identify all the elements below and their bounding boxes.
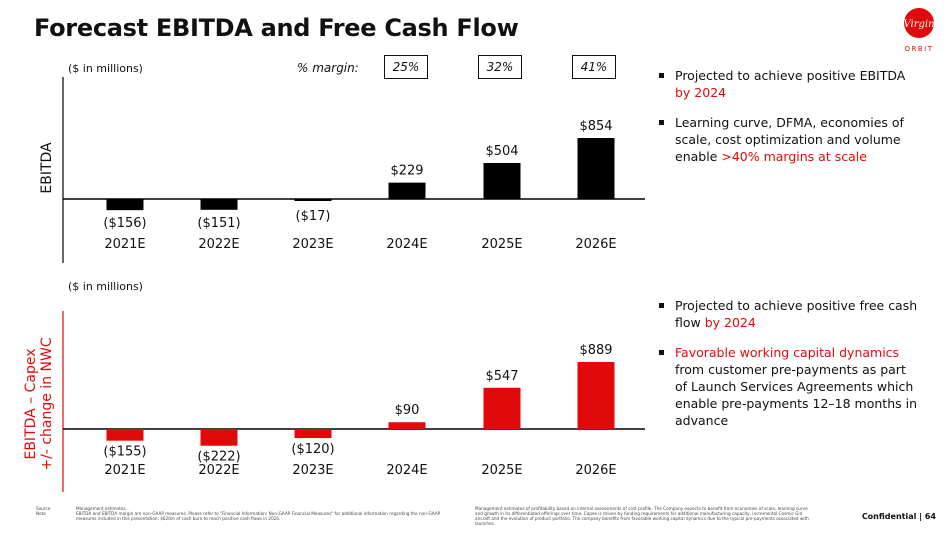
svg-text:ORBIT: ORBIT xyxy=(904,45,933,53)
chart1-bar-2025E xyxy=(483,387,521,429)
footer-notes: Management estimates. EBITDA and EBITDA … xyxy=(76,506,441,521)
chart1-value-label-2024E: $90 xyxy=(395,403,420,418)
margin-box-2024: 25% xyxy=(384,55,428,79)
chart0-value-label-2024E: $229 xyxy=(390,164,423,179)
chart1-bar-2026E xyxy=(577,362,615,429)
chart1-value-label-2022E: ($222) xyxy=(197,450,240,465)
bullet-top-0: Projected to achieve positive EBITDA by … xyxy=(657,67,919,101)
margin-box-2026: 41% xyxy=(572,55,616,79)
bullet-bottom-1: Favorable working capital dynamics from … xyxy=(657,344,919,429)
chart0-value-label-2022E: ($151) xyxy=(197,216,240,231)
bullets-top: Projected to achieve positive EBITDA by … xyxy=(657,67,919,178)
bullet-bottom-0: Projected to achieve positive free cash … xyxy=(657,297,919,331)
chart0-ylabel: EBITDA xyxy=(39,142,55,194)
chart0-category-label-2024E: 2024E xyxy=(386,237,427,252)
chart1-category-label-2023E: 2023E xyxy=(292,463,333,478)
chart0-value-label-2025E: $504 xyxy=(485,144,518,159)
page-title: Forecast EBITDA and Free Cash Flow xyxy=(34,14,519,42)
chart0-category-label-2021E: 2021E xyxy=(104,237,145,252)
chart0-category-label-2023E: 2023E xyxy=(292,237,333,252)
chart1-bar-2023E xyxy=(294,429,332,439)
confidential-label: Confidential | 64 xyxy=(861,512,936,521)
chart0-bar-2025E xyxy=(483,163,521,199)
virgin-orbit-logo: Virgin ORBIT xyxy=(903,8,935,53)
chart1-category-label-2026E: 2026E xyxy=(575,463,616,478)
chart1-value-label-2026E: $889 xyxy=(579,343,612,358)
chart1-bar-2022E xyxy=(200,429,238,446)
chart1-category-label-2025E: 2025E xyxy=(481,463,522,478)
chart0-bar-2022E xyxy=(200,199,238,210)
chart0-bar-2024E xyxy=(388,182,426,199)
chart0-category-label-2022E: 2022E xyxy=(198,237,239,252)
margin-label: % margin: xyxy=(297,61,359,75)
charts-svg: EBITDA ($156) 2021E ($151) 2022E ($17) 2023E $2… xyxy=(23,77,645,492)
footer-right-note: Management estimates of profitability ba… xyxy=(475,506,809,526)
chart1-bar-2021E xyxy=(106,429,144,441)
chart0-bar-2021E xyxy=(106,199,144,211)
chart1-bar-2024E xyxy=(388,422,426,429)
chart0-category-label-2025E: 2025E xyxy=(481,237,522,252)
chart1-value-label-2023E: ($120) xyxy=(291,442,334,457)
chart1-category-label-2021E: 2021E xyxy=(104,463,145,478)
chart1-value-label-2025E: $547 xyxy=(485,369,518,384)
chart0-bar-2026E xyxy=(577,138,615,199)
chart1-category-label-2024E: 2024E xyxy=(386,463,427,478)
bullet-top-1: Learning curve, DFMA, economies of scale… xyxy=(657,114,919,165)
margin-box-2025: 32% xyxy=(478,55,522,79)
footer-labels: Source Note xyxy=(36,506,51,516)
bullets-bottom: Projected to achieve positive free cash … xyxy=(657,297,919,442)
fcf-units-label: ($ in millions) xyxy=(68,280,143,293)
chart1-value-label-2021E: ($155) xyxy=(103,445,146,460)
ebitda-units-label: ($ in millions) xyxy=(68,62,143,75)
chart0-value-label-2021E: ($156) xyxy=(103,216,146,231)
chart0-category-label-2026E: 2026E xyxy=(575,237,616,252)
svg-text:Virgin: Virgin xyxy=(903,19,934,30)
chart1-ylabel: EBITDA – Capex+/- change in NWC xyxy=(23,337,55,470)
chart0-value-label-2026E: $854 xyxy=(579,119,612,134)
chart1-category-label-2022E: 2022E xyxy=(198,463,239,478)
chart0-bar-2023E xyxy=(294,199,332,201)
chart0-value-label-2023E: ($17) xyxy=(296,209,331,224)
